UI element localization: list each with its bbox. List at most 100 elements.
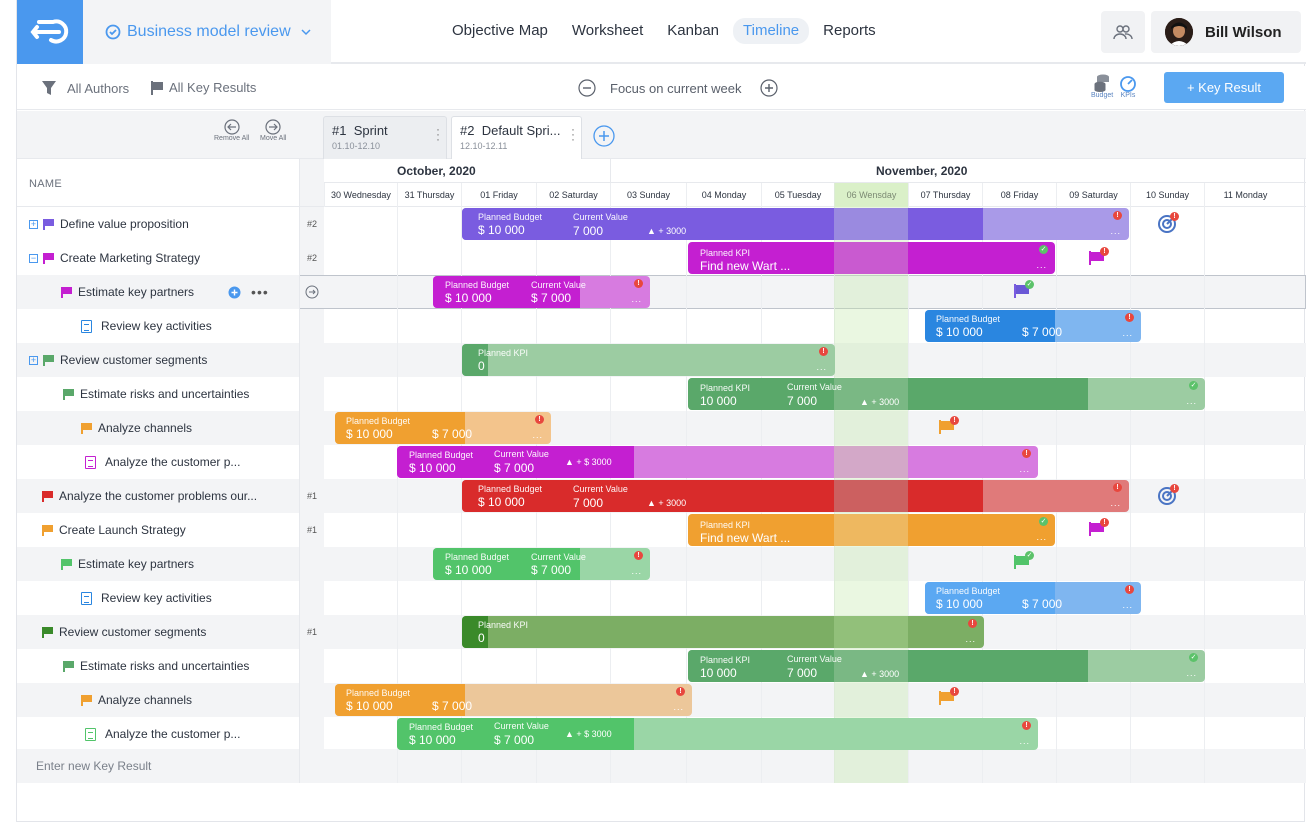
table-row[interactable]: Estimate risks and uncertainties — [17, 649, 1306, 683]
flag-milestone[interactable]: ! — [1087, 247, 1109, 269]
budget-toggle[interactable]: Budget — [1091, 74, 1113, 99]
arrow-left-circle-icon — [224, 119, 240, 135]
move-all-button[interactable]: Move All — [260, 119, 286, 142]
focus-label[interactable]: Focus on current week — [610, 80, 742, 96]
bar-more[interactable]: ... — [1036, 260, 1047, 270]
day-label: 11 Monday — [1204, 183, 1286, 207]
expand-icon[interactable]: + — [29, 354, 38, 365]
collapse-icon[interactable]: − — [29, 252, 38, 263]
bar-more[interactable]: ... — [1122, 328, 1133, 338]
bar-label: Current Value — [787, 654, 842, 664]
bar-more[interactable]: ... — [965, 634, 976, 644]
bar-label: Planned Budget — [346, 688, 411, 698]
bar-more[interactable]: ... — [1110, 226, 1121, 236]
sprint-tab-2[interactable]: #2 Default Spri... 12.10-12.11 · · · — [451, 116, 582, 159]
table-row[interactable]: Analyze channels — [17, 411, 1306, 445]
kpis-label: KPIs — [1120, 92, 1136, 99]
target-milestone[interactable]: ! — [1157, 484, 1179, 506]
more-options-icon[interactable]: ••• — [251, 284, 269, 300]
add-key-result-button[interactable]: + Key Result — [1164, 72, 1284, 103]
bar-more[interactable]: ... — [631, 566, 642, 576]
timeline-bar[interactable]: Planned Budget $ 10 000 $ 7 000 !... — [335, 684, 692, 716]
day-label: 04 Monday — [686, 183, 761, 207]
table-row[interactable]: Create Launch Strategy #1 — [17, 513, 1306, 547]
sprint-tab-1[interactable]: #1 Sprint 01.10-12.10 · · · — [323, 116, 447, 159]
timeline-bar[interactable]: Planned KPI 10 000 Current Value 7 000 ▲… — [688, 650, 1205, 682]
add-sprint-button[interactable] — [593, 125, 615, 147]
timeline-bar[interactable]: Planned KPI Find new Wart ... ✓... — [688, 514, 1055, 546]
remove-all-button[interactable]: Remove All — [214, 119, 249, 142]
bar-more[interactable]: ... — [1019, 736, 1030, 746]
timeline-bar[interactable]: Planned KPI 0 !... — [462, 616, 984, 648]
add-child-button[interactable] — [228, 286, 241, 299]
tab-reports[interactable]: Reports — [823, 22, 876, 39]
table-row[interactable]: Analyze the customer p... — [17, 717, 1306, 751]
bar-label: Planned KPI — [478, 348, 529, 358]
timeline-bar[interactable]: Planned Budget $ 10 000 Current Value $ … — [433, 276, 650, 308]
project-selector[interactable]: Business model review — [83, 0, 331, 64]
zoom-in-button[interactable] — [759, 79, 778, 97]
table-row-selected[interactable]: Estimate key partners ••• — [17, 275, 1306, 309]
bar-more[interactable]: ... — [1110, 498, 1121, 508]
bar-more[interactable]: ... — [631, 294, 642, 304]
timeline-bar[interactable]: Planned Budget $ 10 000 Current Value $ … — [397, 446, 1038, 478]
table-row[interactable]: Review key activities — [17, 309, 1306, 343]
table-row[interactable]: Estimate risks and uncertainties — [17, 377, 1306, 411]
toolbar: All Authors All Key Results Focus on cur… — [17, 66, 1306, 110]
sprint-tag: #1 — [300, 615, 324, 649]
tab-timeline[interactable]: Timeline — [733, 18, 810, 44]
timeline-bar[interactable]: Planned Budget $ 10 000 $ 7 000 !... — [925, 582, 1141, 614]
bar-more[interactable]: ... — [673, 702, 684, 712]
timeline-bar[interactable]: Planned Budget $ 10 000 $ 7 000 !... — [335, 412, 551, 444]
drag-handle-icon[interactable]: · · · — [571, 122, 575, 146]
flag-milestone[interactable]: ! — [937, 416, 959, 438]
bar-more[interactable]: ... — [532, 430, 543, 440]
timeline-bar[interactable]: Planned KPI 10 000 Current Value 7 000 ▲… — [688, 378, 1205, 410]
flag-icon — [81, 422, 92, 434]
main-nav: Objective Map Worksheet Kanban Timeline … — [442, 18, 890, 44]
table-row[interactable]: Estimate key partners — [17, 547, 1306, 581]
table-row[interactable]: − Create Marketing Strategy #2 — [17, 241, 1306, 275]
target-milestone[interactable]: ! — [1157, 212, 1179, 234]
tab-objective-map[interactable]: Objective Map — [452, 22, 548, 39]
row-name: Review key activities — [101, 319, 212, 333]
timeline-bar[interactable]: Planned Budget $ 10 000 Current Value $ … — [397, 718, 1038, 750]
bar-more[interactable]: ... — [1019, 464, 1030, 474]
tab-kanban[interactable]: Kanban — [667, 22, 720, 39]
drag-handle-icon[interactable]: · · · — [436, 122, 440, 146]
table-row[interactable]: Analyze the customer p... — [17, 445, 1306, 479]
timeline-bar[interactable]: Planned KPI 0 !... — [462, 344, 835, 376]
flag-milestone[interactable]: ✓ — [1012, 551, 1034, 573]
flag-milestone[interactable]: ! — [1087, 518, 1109, 540]
expand-icon[interactable]: + — [29, 218, 38, 229]
flag-milestone[interactable]: ✓ — [1012, 280, 1034, 302]
chevron-down-icon — [301, 29, 311, 36]
team-button[interactable] — [1101, 11, 1145, 53]
bar-more[interactable]: ... — [1122, 600, 1133, 610]
table-row[interactable]: Review key activities — [17, 581, 1306, 615]
kpis-toggle[interactable]: KPIs — [1119, 74, 1137, 99]
sprint-tag — [300, 377, 324, 411]
bar-more[interactable]: ... — [1036, 532, 1047, 542]
move-row-button[interactable] — [300, 275, 324, 309]
row-name: Analyze the customer p... — [105, 455, 241, 469]
bar-more[interactable]: ... — [1186, 668, 1197, 678]
key-results-filter[interactable]: All Key Results — [151, 80, 256, 95]
user-menu[interactable]: Bill Wilson — [1151, 11, 1301, 53]
timeline-bar[interactable]: Planned Budget $ 10 000 Current Value $ … — [433, 548, 650, 580]
bar-more[interactable]: ... — [816, 362, 827, 372]
timeline-bar[interactable]: Planned Budget $ 10 000 $ 7 000 !... — [925, 310, 1141, 342]
sprint-tag: #2 — [300, 241, 324, 275]
flag-milestone[interactable]: ! — [937, 687, 959, 709]
tab-worksheet[interactable]: Worksheet — [571, 22, 644, 39]
table-row[interactable]: + Define value proposition #2 — [17, 207, 1306, 241]
timeline-bar[interactable]: Planned Budget $ 10 000 Current Value 7 … — [462, 208, 1129, 240]
zoom-out-button[interactable] — [578, 79, 596, 97]
app-logo[interactable] — [17, 0, 83, 64]
row-name: Define value proposition — [60, 217, 189, 231]
authors-filter[interactable]: All Authors — [41, 80, 129, 96]
timeline-bar[interactable]: Planned KPI Find new Wart ... ✓... — [688, 242, 1055, 274]
timeline-bar[interactable]: Planned Budget $ 10 000 Current Value 7 … — [462, 480, 1129, 512]
new-key-result-input[interactable]: Enter new Key Result — [17, 749, 300, 783]
bar-more[interactable]: ... — [1186, 396, 1197, 406]
